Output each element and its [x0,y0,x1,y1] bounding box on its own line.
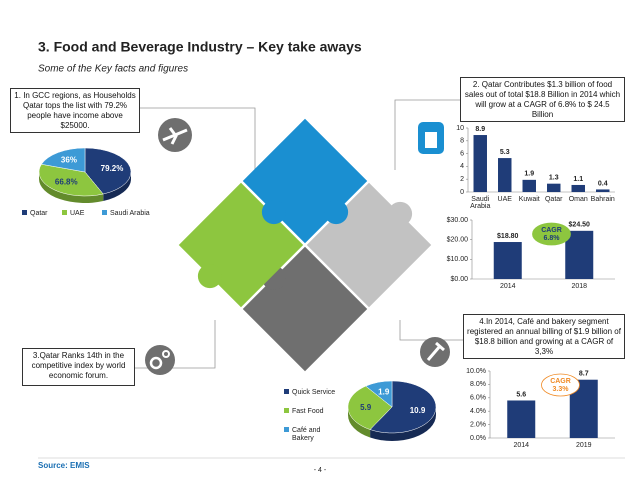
value-label: 8.9 [475,126,485,133]
legend-label: UAE [70,210,85,217]
x-tick-label: Bahrain [591,196,615,203]
annotation: CAGR [550,378,571,385]
y-tick-label: 10.0% [466,368,486,375]
value-label: 1.3 [549,175,559,182]
value-label: 66.8% [55,178,78,187]
slice-side [370,407,437,441]
connector [394,99,460,170]
legend-label: Quick Service [292,389,335,396]
legend-swatch [102,210,107,215]
slice-side [348,407,371,438]
slice-side [39,172,104,203]
y-tick-label: 8 [460,138,464,145]
y-tick-label: 10 [456,125,464,132]
bar [498,158,512,192]
slice-side [103,172,131,202]
annotation: CAGR [541,227,562,234]
y-tick-label: $30.00 [447,217,469,224]
legend-label: Fast Food [292,408,324,415]
x-tick-label: Qatar [545,196,563,203]
icon-plane [158,118,192,152]
pie-slice [369,380,437,434]
annotation-bubble [541,373,580,397]
x-tick-label: Kuwait [519,196,540,203]
x-tick-label: 2019 [576,442,592,449]
pie-slice [365,380,393,408]
y-tick-label: 2.0% [470,421,486,428]
value-label: $18.80 [497,233,519,240]
fact-box: 3.Qatar Ranks 14th in the competitive in… [22,348,135,386]
bar [547,183,561,192]
fact-box: 4.In 2014, Café and bakery segment regis… [463,314,625,359]
value-label: 5.3 [500,149,510,156]
puzzle [178,118,432,372]
y-tick-label: $0.00 [450,276,468,283]
fact-box: 1. In GCC regions, as Households Qatar t… [10,88,140,133]
y-tick-label: $10.00 [447,256,469,263]
x-tick-label: UAE [498,196,513,203]
value-label: 36% [61,155,77,164]
y-tick-label: 4 [460,163,464,170]
legend-label: Café and Bakery [292,427,321,442]
page-number: - 4 - [314,467,327,474]
legend-label: Saudi Arabia [110,210,150,217]
value-label: 8.7 [579,371,589,378]
legend-swatch [62,210,67,215]
pie-slice [84,147,132,195]
source: Source: EMIS [38,461,90,470]
legend-swatch [284,389,289,394]
connector [140,107,256,170]
value-label: 79.2% [101,164,124,173]
value-label: $24.50 [569,222,591,229]
bar [596,189,610,192]
icon-gavel [420,337,450,367]
y-tick-label: 2 [460,176,464,183]
connector [399,320,463,341]
legend-swatch [22,210,27,215]
bar [493,242,522,279]
value-label: 1.9 [524,171,534,178]
x-tick-label: Oman [569,196,588,203]
y-tick-label: 4.0% [470,408,486,415]
bar [473,135,487,192]
value-label: 0.4 [598,180,608,187]
y-tick-label: 0.0% [470,435,486,442]
bar [522,179,536,192]
bar [507,400,536,438]
value-label: 5.9 [360,403,372,412]
annotation-bubble [532,222,571,246]
x-tick-label: 2018 [571,283,587,290]
icon-fuel [418,122,444,154]
legend-label: Qatar [30,210,48,217]
bar [565,230,594,279]
y-tick-label: 8.0% [470,381,486,388]
bar [571,184,585,192]
slide-subtitle: Some of the Key facts and figures [38,64,188,75]
legend-swatch [284,427,289,432]
x-tick-label: Saudi Arabia [470,196,490,210]
slide-title: 3. Food and Beverage Industry – Key take… [38,39,362,55]
x-tick-label: 2014 [500,283,516,290]
x-tick-label: 2014 [513,442,529,449]
legend-swatch [284,408,289,413]
annotation: 6.8% [544,235,561,242]
pie-slice [38,163,104,197]
value-label: 5.6 [516,391,526,398]
value-label: 1.9 [378,387,390,396]
y-tick-label: $20.00 [447,237,469,244]
y-tick-label: 6.0% [470,395,486,402]
value-label: 1.1 [573,176,583,183]
annotation: 3.3% [553,386,570,393]
icon-gears [145,345,175,375]
pie-slice [347,385,393,430]
y-tick-label: 0 [460,189,464,196]
value-label: 10.9 [410,406,426,415]
fact-box: 2. Qatar Contributes $1.3 billion of foo… [460,77,625,122]
pie-slice [41,147,86,173]
y-tick-label: 6 [460,150,464,157]
